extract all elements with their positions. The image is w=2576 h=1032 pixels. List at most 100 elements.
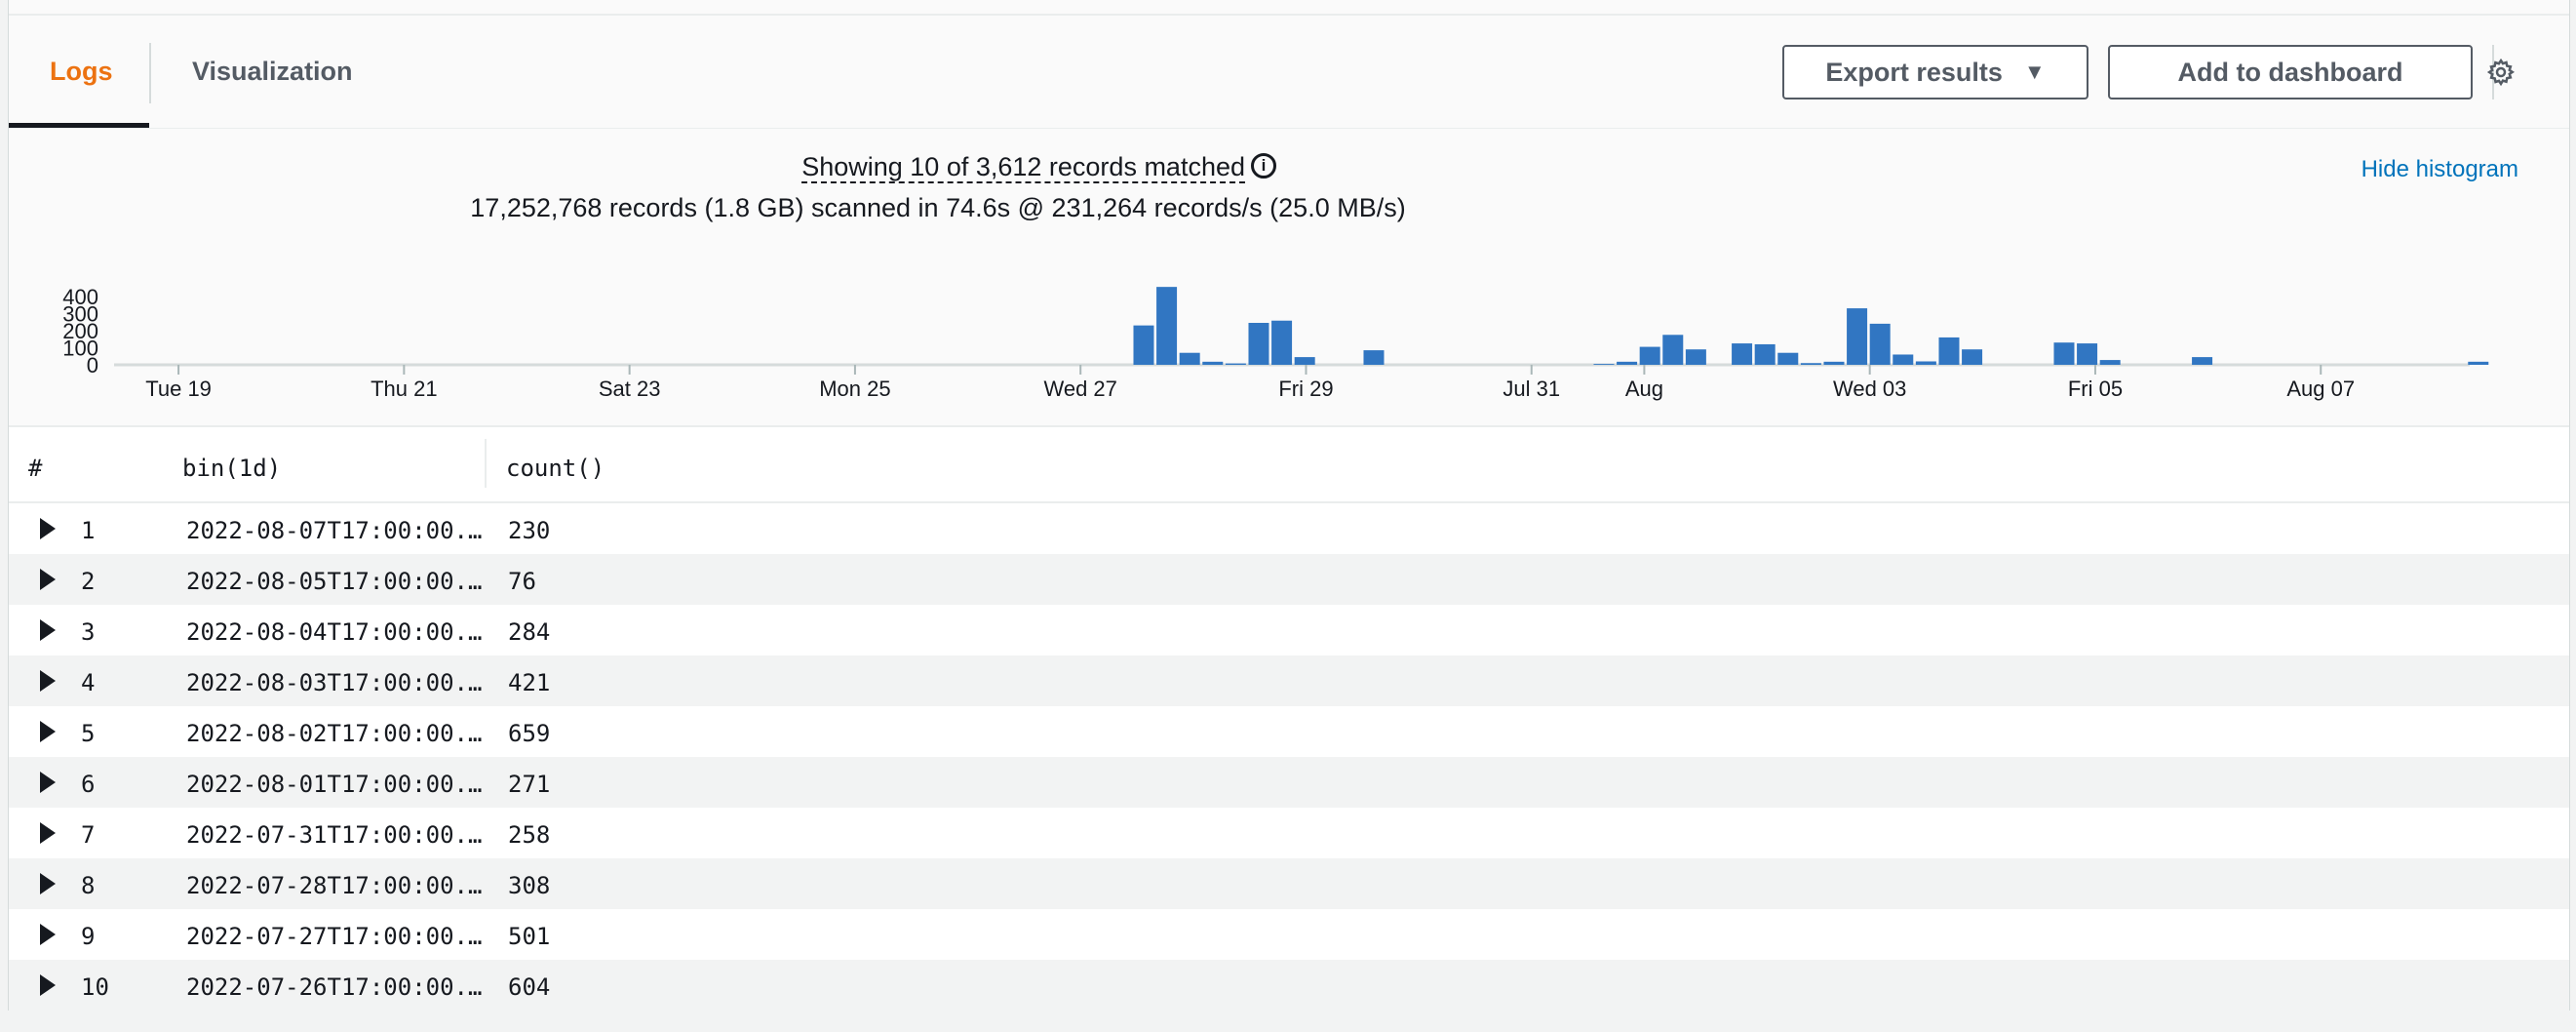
histogram-bar[interactable] bbox=[1754, 343, 1776, 365]
y-tick-label: 100 bbox=[62, 336, 98, 360]
histogram-bar[interactable] bbox=[2099, 360, 2121, 365]
histogram-bar[interactable] bbox=[1133, 325, 1154, 365]
x-tick-label: Aug bbox=[1625, 377, 1663, 401]
table-row[interactable]: 3 2022-08-04T17:00:00.000 284 bbox=[9, 605, 2569, 655]
row-count-value: 501 bbox=[508, 923, 551, 950]
row-number: 2 bbox=[81, 568, 96, 595]
histogram-bar[interactable] bbox=[1639, 346, 1660, 365]
export-results-button[interactable]: Export results ▼ bbox=[1782, 45, 2088, 99]
histogram-bar[interactable] bbox=[1915, 361, 1936, 365]
row-count-value: 421 bbox=[508, 669, 551, 696]
info-icon[interactable]: i bbox=[1251, 152, 1276, 179]
tab-logs[interactable]: Logs bbox=[50, 57, 113, 86]
x-tick-label: Sat 23 bbox=[599, 377, 661, 401]
logs-insights-results-panel: Logs Visualization Export results ▼ Add … bbox=[8, 0, 2570, 1011]
row-bin-value: 2022-08-03T17:00:00.000 bbox=[186, 669, 490, 696]
records-scanned-text: 17,252,768 records (1.8 GB) scanned in 7… bbox=[470, 193, 1406, 222]
expand-row-icon[interactable] bbox=[40, 822, 56, 844]
histogram-bar[interactable] bbox=[1800, 363, 1821, 365]
table-row[interactable]: 5 2022-08-02T17:00:00.000 659 bbox=[9, 706, 2569, 757]
expand-row-icon[interactable] bbox=[40, 924, 56, 945]
x-tick-label: Aug 07 bbox=[2286, 377, 2355, 401]
histogram-bar[interactable] bbox=[1962, 349, 1983, 365]
row-bin-value: 2022-08-07T17:00:00.000 bbox=[186, 517, 490, 544]
caret-down-icon: ▼ bbox=[2023, 60, 2046, 84]
row-count-value: 76 bbox=[508, 568, 536, 595]
table-row[interactable]: 2 2022-08-05T17:00:00.000 76 bbox=[9, 554, 2569, 605]
x-tick-label: Wed 03 bbox=[1833, 377, 1906, 401]
histogram-section: Showing 10 of 3,612 records matched i 17,… bbox=[9, 129, 2569, 427]
table-row[interactable]: 9 2022-07-27T17:00:00.000 501 bbox=[9, 909, 2569, 960]
expand-row-icon[interactable] bbox=[40, 974, 56, 996]
expand-row-icon[interactable] bbox=[40, 670, 56, 692]
histogram-bar[interactable] bbox=[2077, 343, 2098, 365]
histogram-bar[interactable] bbox=[2053, 342, 2075, 365]
histogram-bar[interactable] bbox=[2192, 357, 2213, 365]
histogram-bar[interactable] bbox=[1294, 357, 1315, 365]
table-row[interactable]: 6 2022-08-01T17:00:00.000 271 bbox=[9, 757, 2569, 808]
column-header-bin[interactable]: bin(1d) bbox=[182, 455, 282, 482]
expand-row-icon[interactable] bbox=[40, 518, 56, 539]
hide-histogram-link[interactable]: Hide histogram bbox=[2361, 156, 2518, 182]
y-tick-label: 0 bbox=[87, 353, 98, 377]
row-bin-value: 2022-08-05T17:00:00.000 bbox=[186, 568, 490, 595]
histogram-bar[interactable] bbox=[1777, 352, 1799, 365]
toolbar-divider bbox=[2492, 45, 2494, 99]
table-row[interactable]: 7 2022-07-31T17:00:00.000 258 bbox=[9, 808, 2569, 858]
y-tick-label: 200 bbox=[62, 319, 98, 343]
x-tick-label: Mon 25 bbox=[819, 377, 890, 401]
histogram-bar[interactable] bbox=[1179, 352, 1200, 365]
gear-icon[interactable] bbox=[2486, 58, 2516, 87]
histogram-bar[interactable] bbox=[1617, 361, 1638, 365]
histogram-bar[interactable] bbox=[1225, 363, 1246, 365]
add-to-dashboard-button[interactable]: Add to dashboard bbox=[2108, 45, 2473, 99]
table-row[interactable]: 8 2022-07-28T17:00:00.000 308 bbox=[9, 858, 2569, 909]
histogram-bar[interactable] bbox=[1869, 323, 1891, 365]
row-bin-value: 2022-08-04T17:00:00.000 bbox=[186, 618, 490, 646]
histogram-bar[interactable] bbox=[1271, 320, 1293, 365]
row-bin-value: 2022-07-27T17:00:00.000 bbox=[186, 923, 490, 950]
column-resize-handle[interactable] bbox=[485, 439, 487, 488]
expand-row-icon[interactable] bbox=[40, 721, 56, 742]
row-number: 10 bbox=[81, 973, 109, 1001]
histogram-bar[interactable] bbox=[1593, 364, 1615, 365]
histogram-bar[interactable] bbox=[1202, 361, 1224, 365]
histogram-bar[interactable] bbox=[2468, 361, 2489, 365]
row-count-value: 271 bbox=[508, 771, 551, 798]
y-tick-label: 400 bbox=[62, 285, 98, 309]
histogram-bar[interactable] bbox=[1363, 350, 1385, 365]
histogram-bar[interactable] bbox=[1662, 335, 1684, 365]
table-row[interactable]: 4 2022-08-03T17:00:00.000 421 bbox=[9, 655, 2569, 706]
expand-row-icon[interactable] bbox=[40, 619, 56, 641]
histogram-bar[interactable] bbox=[1156, 287, 1178, 365]
row-number: 6 bbox=[81, 771, 96, 798]
histogram-bar[interactable] bbox=[1847, 308, 1868, 365]
histogram-bar[interactable] bbox=[1893, 354, 1914, 365]
table-row[interactable]: 1 2022-08-07T17:00:00.000 230 bbox=[9, 503, 2569, 554]
row-count-value: 230 bbox=[508, 517, 551, 544]
table-body: 1 2022-08-07T17:00:00.000 230 2 2022-08-05T1… bbox=[9, 503, 2569, 1011]
x-tick-label: Fri 29 bbox=[1278, 377, 1333, 401]
histogram-bar[interactable] bbox=[1685, 349, 1706, 365]
row-bin-value: 2022-07-26T17:00:00.000 bbox=[186, 973, 490, 1001]
records-matched-text: Showing 10 of 3,612 records matched bbox=[801, 152, 1245, 183]
add-to-dashboard-label: Add to dashboard bbox=[2177, 57, 2403, 87]
column-header-number: # bbox=[28, 455, 43, 482]
tab-visualization[interactable]: Visualization bbox=[192, 57, 353, 86]
expand-row-icon[interactable] bbox=[40, 772, 56, 793]
histogram-bar[interactable] bbox=[1823, 361, 1845, 365]
active-tab-indicator bbox=[9, 123, 149, 128]
column-header-count[interactable]: count() bbox=[506, 455, 605, 482]
histogram-bar[interactable] bbox=[1732, 343, 1753, 365]
histogram-bar[interactable] bbox=[1248, 323, 1269, 365]
x-tick-label: Tue 19 bbox=[145, 377, 212, 401]
histogram-bar[interactable] bbox=[1938, 337, 1960, 365]
expand-row-icon[interactable] bbox=[40, 873, 56, 894]
row-bin-value: 2022-08-02T17:00:00.000 bbox=[186, 720, 490, 747]
expand-row-icon[interactable] bbox=[40, 569, 56, 590]
tab-divider bbox=[149, 43, 151, 103]
row-count-value: 604 bbox=[508, 973, 551, 1001]
table-header: # bin(1d) count() bbox=[9, 427, 2569, 503]
table-row[interactable]: 10 2022-07-26T17:00:00.000 604 bbox=[9, 960, 2569, 1011]
